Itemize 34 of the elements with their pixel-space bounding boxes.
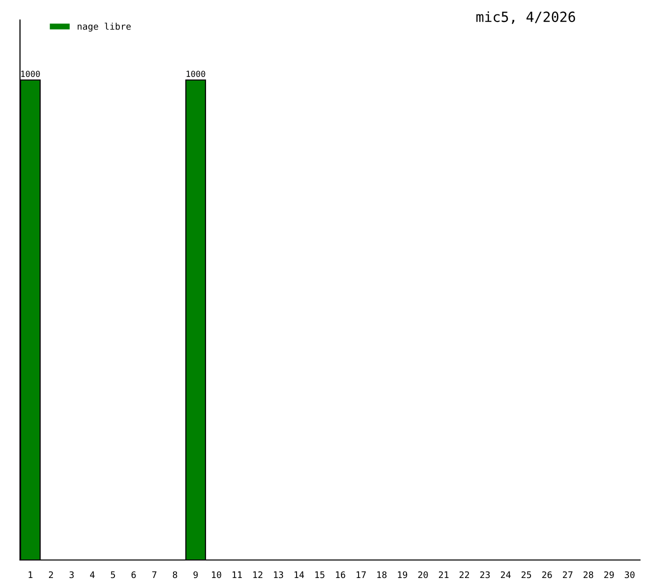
x-tick-label: 12 [253,571,262,578]
chart-title: mic5, 4/2026 [476,11,576,24]
x-tick-label: 5 [110,571,115,578]
x-tick-label: 22 [460,571,469,578]
x-tick-label: 18 [377,571,387,578]
x-tick-label: 25 [522,571,532,578]
x-tick-label: 4 [90,571,95,578]
x-tick-label: 7 [152,571,156,578]
x-tick-label: 13 [274,571,284,578]
x-tick-label: 30 [624,571,635,578]
x-tick-label: 17 [356,571,366,578]
x-tick-label: 14 [294,571,304,578]
x-tick-label: 29 [604,571,614,578]
x-tick-label: 24 [500,571,511,578]
x-tick-label: 27 [562,571,572,578]
data-label: 1000 [186,70,206,77]
x-tick-label: 26 [542,571,552,578]
x-tick-label: 21 [438,571,448,578]
data-label: 1000 [21,70,40,77]
legend-label: nage libre [78,22,131,32]
x-tick-label: 16 [336,571,346,578]
x-tick-label: 2 [48,571,53,578]
x-tick-label: 1 [28,571,32,578]
x-tick-label: 11 [232,571,242,578]
x-tick-label: 3 [70,571,74,578]
x-tick-label: 20 [418,571,428,578]
x-tick-label: 28 [584,571,594,578]
x-tick-label: 8 [172,571,178,578]
x-tick-label: 10 [212,571,222,578]
x-tick-label: 9 [194,571,198,578]
x-tick-label: 6 [132,571,136,578]
x-tick-label: 15 [315,571,324,578]
x-tick-label: 23 [480,571,490,578]
x-tick-label: 19 [398,571,408,578]
